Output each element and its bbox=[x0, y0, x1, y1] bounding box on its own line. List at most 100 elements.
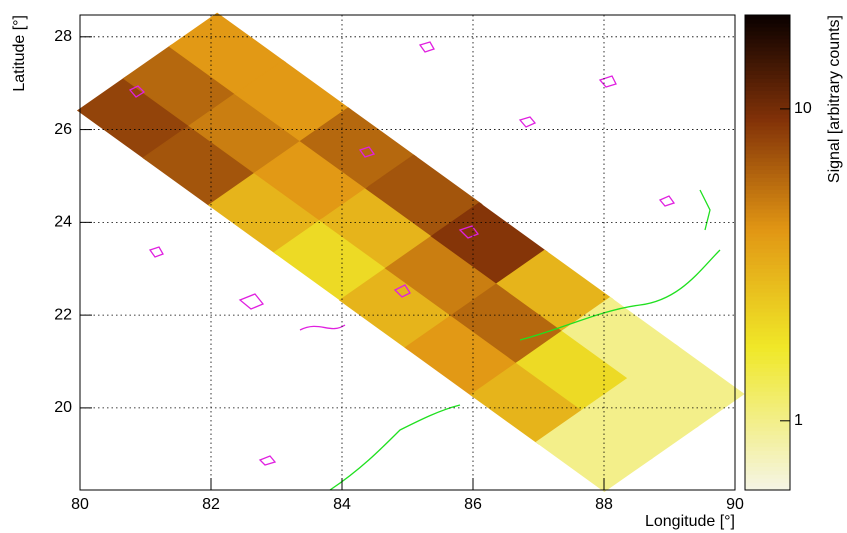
colorbar-tick-label: 1 bbox=[794, 412, 803, 429]
x-tick-label: 80 bbox=[71, 496, 89, 513]
colorbar-segment bbox=[745, 339, 790, 345]
colorbar-segment bbox=[745, 141, 790, 147]
colorbar-segment bbox=[745, 486, 790, 491]
x-tick-label: 88 bbox=[595, 496, 613, 513]
colorbar-segment bbox=[745, 70, 790, 75]
colorbar-segment bbox=[745, 418, 790, 424]
colorbar-segment bbox=[745, 327, 790, 333]
colorbar-segment bbox=[745, 236, 790, 242]
colorbar-frame bbox=[744, 14, 791, 491]
colorbar-segment bbox=[745, 125, 790, 131]
plot-frame bbox=[79, 14, 736, 491]
colorbar-segment bbox=[745, 462, 790, 467]
x-axis-label: Longitude [°] bbox=[645, 513, 735, 530]
colorbar-segment bbox=[745, 371, 790, 376]
colorbar-segment bbox=[745, 205, 790, 210]
colorbar-segment bbox=[745, 470, 790, 475]
colorbar-segment bbox=[745, 149, 790, 155]
colorbar-segment bbox=[745, 323, 790, 329]
colorbar-segment bbox=[745, 398, 790, 404]
colorbar-segment bbox=[745, 185, 790, 190]
colorbar-segment bbox=[745, 177, 790, 182]
colorbar-segment bbox=[745, 169, 790, 174]
colorbar-segment bbox=[745, 355, 790, 360]
colorbar-segment bbox=[745, 351, 790, 357]
colorbar-segment bbox=[745, 208, 790, 214]
colorbar-segment bbox=[745, 157, 790, 163]
colorbar-tick-label: 10 bbox=[794, 100, 812, 117]
colorbar-segment bbox=[745, 280, 790, 285]
colorbar-segment bbox=[745, 133, 790, 139]
colorbar-segment bbox=[745, 34, 790, 40]
colorbar-segment bbox=[745, 331, 790, 337]
colorbar-segment bbox=[745, 137, 790, 143]
colorbar-segment bbox=[745, 197, 790, 202]
colorbar-segment bbox=[745, 284, 790, 289]
colorbar-segment bbox=[745, 117, 790, 123]
y-axis-label: Latitude [°] bbox=[11, 15, 28, 92]
colorbar-segment bbox=[745, 367, 790, 372]
colorbar-label: Signal [arbitrary counts] bbox=[826, 15, 843, 183]
colorbar-segment bbox=[745, 363, 790, 368]
colorbar-segment bbox=[745, 62, 790, 68]
colorbar-segment bbox=[745, 442, 790, 448]
colorbar-segment bbox=[745, 335, 790, 341]
colorbar-segment bbox=[745, 359, 790, 364]
colorbar-segment bbox=[745, 58, 790, 64]
colorbar-segment bbox=[745, 82, 790, 87]
colorbar-segment bbox=[745, 94, 790, 99]
colorbar-segment bbox=[745, 446, 790, 452]
colorbar-segment bbox=[745, 15, 790, 20]
colorbar-segment bbox=[745, 276, 790, 281]
colorbar-segment bbox=[745, 201, 790, 206]
colorbar-segment bbox=[745, 410, 790, 416]
colorbar-segment bbox=[745, 26, 790, 32]
colorbar-segment bbox=[745, 438, 790, 444]
x-tick-label: 86 bbox=[464, 496, 482, 513]
colorbar-segment bbox=[745, 300, 790, 305]
colorbar-segment bbox=[745, 121, 790, 127]
x-tick-label: 84 bbox=[333, 496, 351, 513]
colorbar-segment bbox=[745, 102, 790, 107]
colorbar-segment bbox=[745, 54, 790, 60]
axes bbox=[79, 15, 736, 490]
colorbar-segment bbox=[745, 402, 790, 408]
coastlines bbox=[128, 41, 721, 491]
colorbar-segment bbox=[745, 260, 790, 265]
colorbar-segment bbox=[745, 38, 790, 44]
colorbar-segment bbox=[745, 343, 790, 349]
colorbar-segment bbox=[745, 165, 790, 170]
colorbar-segment bbox=[745, 22, 790, 28]
colorbar-segment bbox=[745, 50, 790, 56]
colorbar-segment bbox=[745, 391, 790, 396]
colorbar-segment bbox=[745, 220, 790, 226]
colorbar-segment bbox=[745, 474, 790, 479]
x-tick-label: 82 bbox=[202, 496, 220, 513]
colorbar-segment bbox=[745, 375, 790, 380]
colorbar-segment bbox=[745, 466, 790, 471]
colorbar-segment bbox=[745, 426, 790, 432]
colorbar-segment bbox=[745, 189, 790, 194]
colorbar-segment bbox=[745, 232, 790, 238]
colorbar-segment bbox=[745, 395, 790, 400]
colorbar-segment bbox=[745, 434, 790, 440]
colorbar-segment bbox=[745, 307, 790, 313]
colorbar-segment bbox=[745, 268, 790, 273]
colorbar-segment bbox=[745, 173, 790, 178]
colorbar-segment bbox=[745, 379, 790, 384]
colorbar-segment bbox=[745, 224, 790, 230]
colorbar-segment bbox=[745, 430, 790, 436]
coastline bbox=[329, 189, 721, 491]
colorbar-segment bbox=[745, 478, 790, 483]
colorbar-segment bbox=[745, 145, 790, 151]
colorbar-segment bbox=[745, 98, 790, 103]
heatmap-cell bbox=[627, 344, 745, 428]
colorbar-segment bbox=[745, 66, 790, 72]
colorbar-segment bbox=[745, 264, 790, 269]
colorbar-segment bbox=[745, 30, 790, 36]
colorbar-segment bbox=[745, 212, 790, 218]
colorbar-segment bbox=[745, 272, 790, 277]
colorbar-segment bbox=[745, 383, 790, 388]
x-tick-label: 90 bbox=[726, 496, 744, 513]
colorbar-segment bbox=[745, 450, 790, 455]
